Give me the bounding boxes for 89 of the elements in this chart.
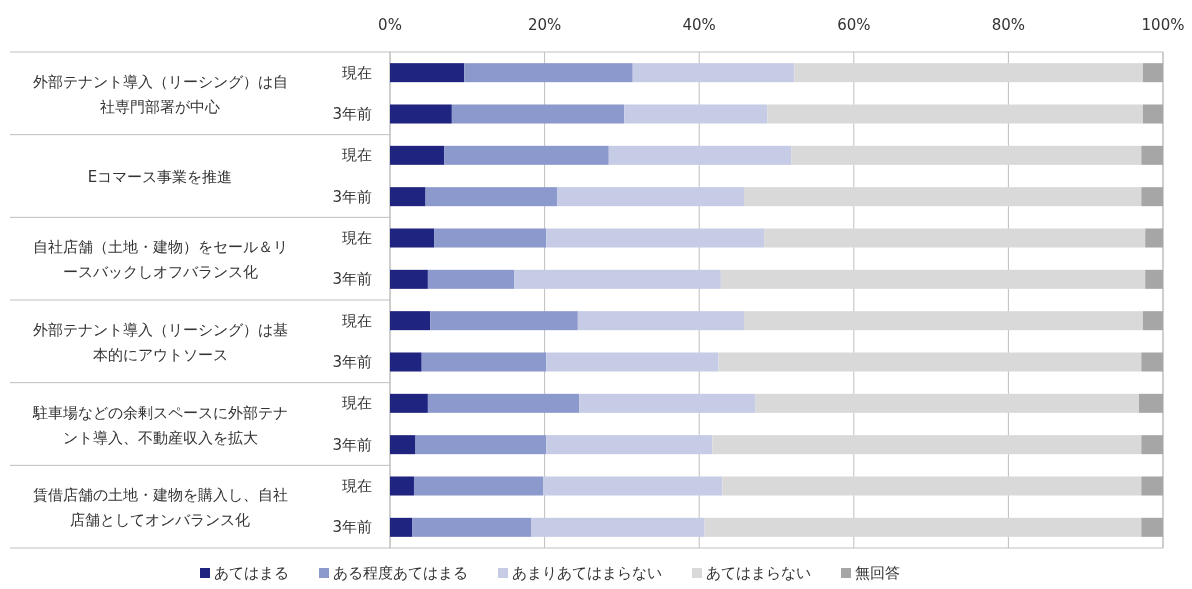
bar — [577, 311, 745, 331]
bar — [430, 311, 578, 331]
bar — [390, 517, 413, 537]
bar — [451, 104, 625, 124]
bar — [1141, 476, 1163, 496]
y-tick-label: 3年前 — [332, 518, 372, 537]
y-tick-label: 3年前 — [332, 187, 372, 206]
bar — [415, 435, 547, 455]
bar — [1141, 187, 1163, 207]
bar — [764, 228, 1146, 248]
bar — [546, 435, 713, 455]
y-tick-label: 3年前 — [332, 270, 372, 289]
text: 外部テナント導入（リーシング）は自社専門部署が中心 — [32, 72, 288, 116]
bar — [390, 311, 431, 331]
bar — [755, 393, 1140, 413]
bar — [464, 63, 633, 83]
bar — [390, 228, 435, 248]
bar — [624, 104, 768, 124]
bar — [1141, 352, 1163, 372]
text: 外部テナント導入（リーシング）は基本的にアウトソース — [32, 320, 288, 364]
y-tick-label: 現在 — [342, 146, 372, 165]
bar — [1142, 63, 1163, 83]
bar — [390, 104, 452, 124]
y-tick-label: 現在 — [342, 477, 372, 495]
x-tick-label: 20% — [527, 16, 562, 34]
bar — [1141, 435, 1163, 455]
bar — [546, 352, 719, 372]
legend-label: ある程度あてはまる — [333, 564, 468, 582]
text: 自社店舗（土地・建物）をセール＆リースバックしオフバランス化 — [32, 238, 288, 282]
x-tick-label: 40% — [682, 16, 716, 34]
bar — [427, 269, 515, 289]
bar — [444, 145, 609, 165]
x-tick-label: 60% — [837, 16, 871, 34]
bar — [390, 145, 445, 165]
bar — [390, 476, 414, 496]
bar — [1141, 145, 1163, 165]
y-tick-label: 現在 — [342, 311, 372, 330]
bar — [718, 352, 1142, 372]
bar — [1142, 104, 1163, 124]
legend-label: 無回答 — [855, 564, 900, 582]
bar — [390, 435, 416, 455]
legend-label: あまりあてはまらない — [512, 564, 662, 582]
bar — [412, 517, 532, 537]
bar — [543, 476, 723, 496]
bar — [421, 352, 547, 372]
bar — [579, 393, 756, 413]
x-tick-label: 80% — [991, 16, 1026, 34]
bar — [413, 476, 544, 496]
bar — [632, 63, 795, 83]
legend-label: あてはまる — [214, 564, 289, 582]
bar — [767, 104, 1143, 124]
bar — [1141, 517, 1163, 537]
bar — [514, 269, 721, 289]
bar — [434, 228, 547, 248]
text: 賃借店舗の土地・建物を購入し、自社店舗としてオンバランス化 — [32, 486, 288, 530]
bar — [546, 228, 765, 248]
bar — [608, 145, 792, 165]
y-tick-label: 3年前 — [332, 353, 372, 371]
bar — [720, 269, 1146, 289]
bar — [390, 269, 428, 289]
x-tick-label: 100% — [1141, 16, 1185, 34]
y-tick-label: 現在 — [342, 229, 372, 247]
bar — [1139, 393, 1163, 413]
bar — [704, 517, 1142, 537]
text: 駐車場などの余剰スペースに外部テナント導入、不動産収入を拡大 — [31, 403, 288, 447]
bar — [1145, 269, 1163, 289]
y-tick-label: 現在 — [342, 63, 372, 82]
y-tick-label: 現在 — [342, 394, 372, 413]
text: Eコマース事業を推進 — [87, 168, 233, 186]
bar — [427, 393, 580, 413]
bar — [744, 311, 1143, 331]
bar — [744, 187, 1142, 207]
bar — [1145, 228, 1163, 248]
y-tick-label: 3年前 — [332, 435, 372, 454]
bar — [425, 187, 557, 207]
bar — [390, 393, 428, 413]
bar — [531, 517, 705, 537]
bar — [722, 476, 1142, 496]
bar — [1142, 311, 1163, 331]
bar — [390, 352, 422, 372]
bar — [712, 435, 1142, 455]
bar — [390, 63, 465, 83]
y-tick-label: 3年前 — [332, 105, 372, 123]
bar — [794, 63, 1143, 83]
bar — [791, 145, 1142, 165]
bar — [556, 187, 745, 207]
legend-label: あてはまらない — [706, 564, 811, 582]
x-tick-label: 0% — [378, 16, 402, 34]
bar — [390, 187, 426, 207]
